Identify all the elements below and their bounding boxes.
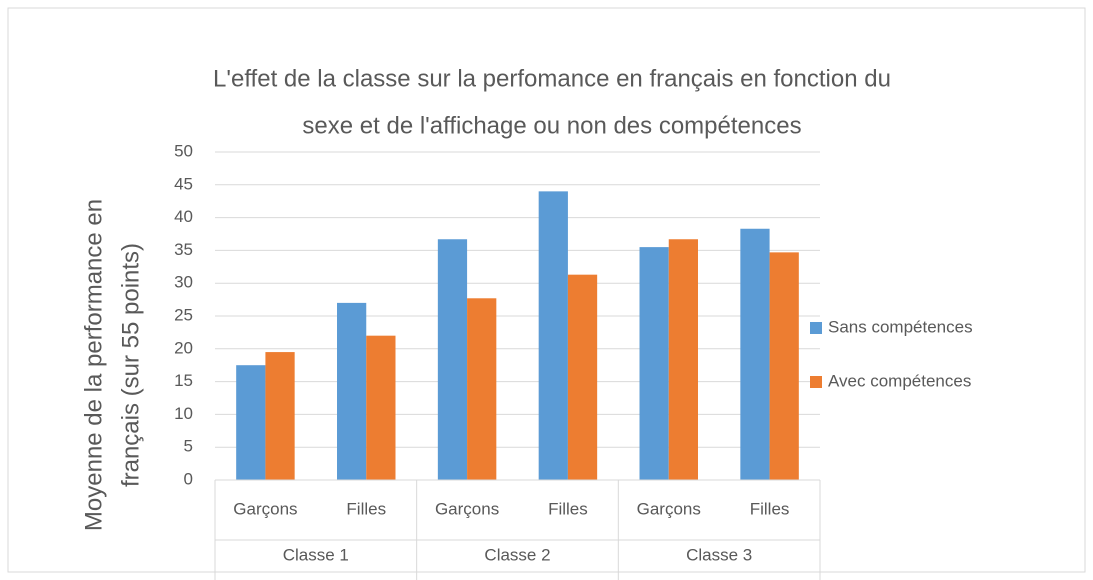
- y-tick-label: 10: [174, 404, 193, 423]
- y-axis-label: Moyenne de la performance en: [80, 199, 107, 531]
- group-label: Classe 3: [686, 545, 752, 564]
- x-tick-label: Garçons: [233, 499, 297, 518]
- y-tick-label: 30: [174, 273, 193, 292]
- y-tick-label: 0: [184, 469, 193, 488]
- bar: [769, 252, 799, 480]
- bar: [467, 298, 497, 480]
- y-tick-label: 45: [174, 174, 193, 193]
- x-tick-label: Filles: [346, 499, 386, 518]
- y-tick-label: 40: [174, 207, 193, 226]
- y-tick-label: 25: [174, 305, 193, 324]
- x-tick-label: Filles: [548, 499, 588, 518]
- y-tick-label: 20: [174, 338, 193, 357]
- legend-label: Avec compétences: [828, 371, 971, 390]
- y-tick-label: 35: [174, 240, 193, 259]
- y-tick-label: 15: [174, 371, 193, 390]
- bar: [639, 247, 669, 480]
- bar: [567, 274, 598, 480]
- bar: [740, 228, 770, 480]
- y-axis-label: français (sur 55 points): [117, 243, 144, 487]
- bar: [265, 352, 295, 480]
- y-tick-label: 50: [174, 141, 193, 160]
- group-label: Classe 2: [484, 545, 550, 564]
- bar: [437, 239, 468, 480]
- legend-label: Sans compétences: [828, 317, 973, 336]
- legend-swatch: [810, 376, 822, 388]
- x-tick-label: Filles: [750, 499, 790, 518]
- group-label: Classe 1: [283, 545, 349, 564]
- chart-title: L'effet de la classe sur la perfomance e…: [213, 65, 891, 92]
- bar: [236, 365, 266, 480]
- bar: [366, 335, 396, 480]
- x-tick-label: Garçons: [435, 499, 499, 518]
- bar: [538, 191, 568, 481]
- legend-swatch: [810, 322, 822, 334]
- bar: [668, 239, 698, 480]
- y-tick-label: 5: [184, 437, 193, 456]
- bar: [337, 302, 367, 480]
- chart-title: sexe et de l'affichage ou non des compét…: [302, 112, 801, 139]
- x-tick-label: Garçons: [637, 499, 701, 518]
